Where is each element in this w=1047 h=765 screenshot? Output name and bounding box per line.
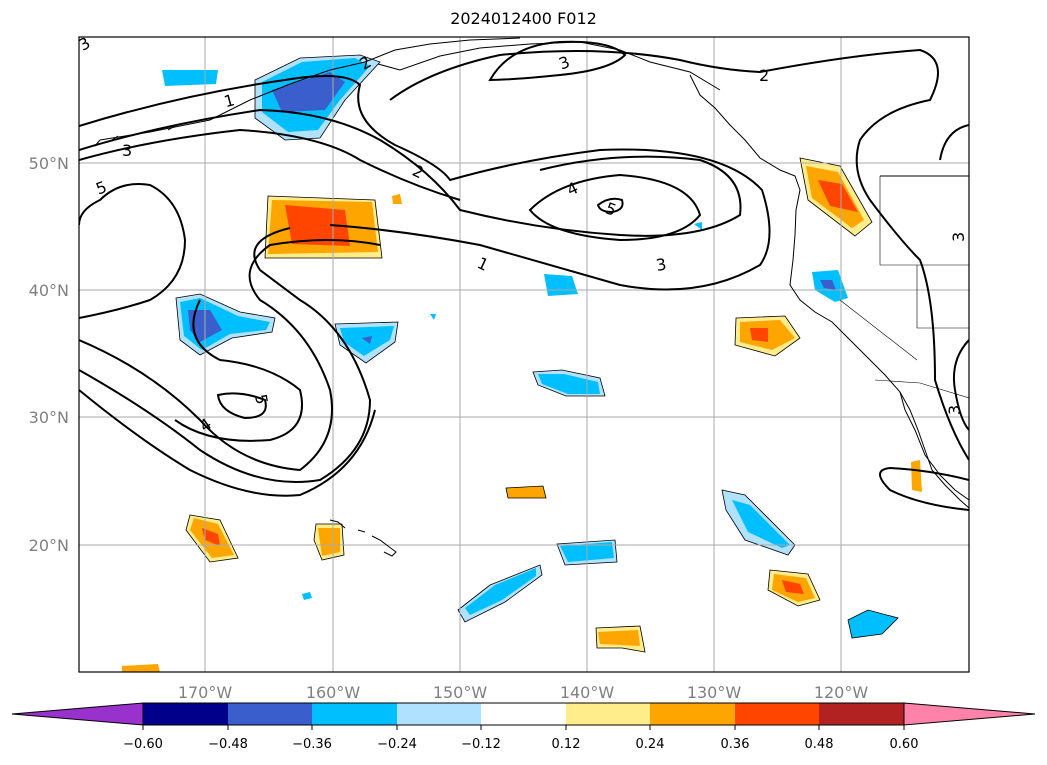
us-state-line-2 (916, 265, 969, 329)
anomaly-warm-139w-13n (596, 626, 645, 652)
colorbar-tick-label: −0.12 (461, 737, 501, 752)
lon-tick-label: 150°W (433, 683, 488, 702)
anomaly-warm-145w-24n (506, 486, 546, 498)
anomaly-cold-170w-38n (176, 294, 275, 355)
gridlines (79, 37, 969, 672)
contour-label: 3 (949, 232, 968, 242)
anomaly-cold-156w-36n (335, 322, 398, 363)
map-frame-bg (79, 37, 969, 672)
contour-label: 3 (655, 254, 668, 274)
colorbar-segment (228, 703, 312, 725)
colorbar-segment (397, 703, 481, 725)
hawaii-islands (329, 519, 397, 557)
lon-tick-label: 170°W (178, 683, 233, 702)
contour-4-central-high (528, 173, 702, 242)
anomaly-warm-170w-20n (186, 515, 238, 562)
positive-anomaly-layer (122, 158, 922, 672)
us-mexico-border (874, 379, 969, 399)
anomaly-cold-118w-13n (848, 610, 898, 638)
anomaly-warm-175w-10n (122, 664, 160, 672)
colorbar-segment (312, 703, 397, 725)
contour-3-north (488, 40, 627, 82)
colorbar-tick-label: 0.36 (721, 737, 750, 752)
anomaly-warm-oregon (800, 158, 872, 236)
colorbar-tick-label: −0.60 (123, 737, 163, 752)
anomaly-cold-122w-40n (812, 270, 848, 302)
lon-tick-label: 160°W (306, 683, 361, 702)
lat-tick-label: 20°N (29, 536, 69, 555)
lat-tick-labels: 50°N 40°N 30°N 20°N (29, 154, 69, 555)
contour-3-far-east (953, 339, 969, 431)
us-state-line-3 (839, 299, 918, 361)
lat-tick-label: 30°N (29, 408, 69, 427)
contour-west-edge (79, 183, 187, 319)
colorbar-segment (735, 703, 819, 725)
map-border (78, 36, 970, 673)
colorbar-tick-label: 0.24 (636, 737, 665, 752)
contour-lines (79, 40, 969, 511)
anomaly-cold-small-spots (302, 222, 702, 600)
contour-3-east (939, 124, 969, 161)
us-state-line-1 (879, 176, 969, 266)
contour-label: 1 (222, 90, 237, 111)
lon-tick-label: 120°W (814, 683, 869, 702)
colorbar-segment (819, 703, 904, 725)
anomaly-cold-127w-22n (722, 490, 795, 555)
contour-label: 3 (945, 405, 964, 415)
anomaly-cold-172w-55n (162, 70, 218, 86)
colorbar-extend-low (11, 702, 144, 726)
contour-southeast (879, 466, 969, 511)
anomaly-warm-125w-17n (768, 570, 820, 606)
lon-tick-label: 130°W (687, 683, 742, 702)
lon-tick-labels: 170°W 160°W 150°W 140°W 130°W 120°W (178, 683, 869, 702)
lon-tick-label: 140°W (560, 683, 615, 702)
contour-2-north-east (389, 48, 969, 461)
contour-5-central-high (596, 197, 624, 214)
colorbar-tick-label: 0.12 (552, 737, 581, 752)
colorbar-tick-label: 0.48 (805, 737, 834, 752)
alaska-peninsula-coast (99, 37, 521, 141)
lat-tick-label: 50°N (29, 154, 69, 173)
lat-tick-label: 40°N (29, 281, 69, 300)
colorbar-segment (481, 703, 566, 725)
contour-low-west-2 (79, 227, 372, 483)
colorbar-tick-label: −0.48 (208, 737, 248, 752)
colorbar-extend-high (903, 702, 1036, 726)
anomaly-warm-160w-20n (314, 524, 344, 560)
colorbar-tick-label: 0.60 (890, 737, 919, 752)
contour-low-west-1 (79, 239, 381, 472)
contour-4-west-lobe (174, 299, 303, 442)
contour-3-west (79, 128, 461, 201)
colorbar-segment (566, 703, 650, 725)
colorbar-segment (143, 703, 228, 725)
bc-coast (689, 74, 801, 211)
colorbar-tick-label: −0.36 (292, 737, 332, 752)
contour-1-north (79, 75, 771, 291)
contour-label: 2 (759, 66, 769, 85)
map-title: 2024012400 F012 (450, 9, 597, 28)
colorbar-tick-label: −0.24 (377, 737, 417, 752)
anomaly-warm-112w-24n (911, 460, 922, 492)
contour-2-mid (79, 108, 742, 237)
anomaly-cold-145w-17n (458, 565, 542, 622)
contour-low-west-3 (79, 389, 376, 497)
contour-label: 5 (251, 393, 271, 406)
baja-coast (899, 391, 969, 501)
negative-anomaly-layer (162, 55, 898, 638)
colorbar-outline (142, 702, 905, 726)
contour-5-closed-west (216, 392, 267, 420)
anomaly-warm-132w-38n (735, 316, 800, 356)
colorbar-ticks (142, 725, 905, 730)
colorbar: −0.60 −0.48 −0.36 −0.24 −0.12 0.12 0.24 … (11, 702, 1036, 752)
anomaly-warm-155w-47n (392, 194, 402, 204)
contour-label: 3 (122, 141, 132, 160)
colorbar-segment (650, 703, 735, 725)
